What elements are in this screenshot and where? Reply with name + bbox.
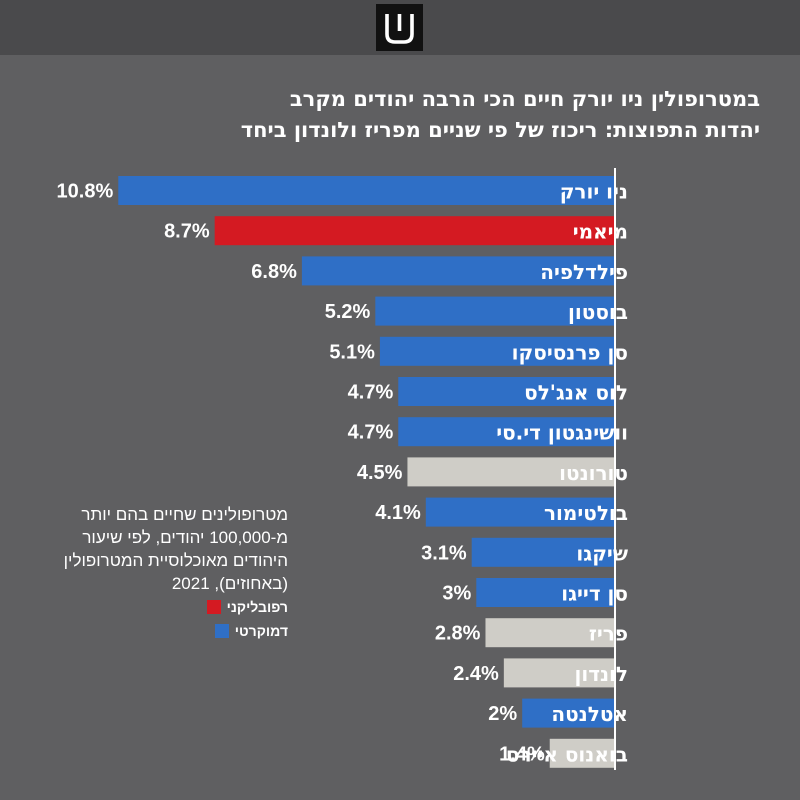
value-label-1: 8.7% bbox=[164, 221, 210, 243]
bar-10 bbox=[476, 578, 614, 607]
bar-5 bbox=[398, 377, 614, 406]
category-label-13: אטלנטה bbox=[551, 702, 628, 726]
legend-swatch-democrat bbox=[214, 624, 229, 638]
category-label-7: טורונטו bbox=[559, 461, 628, 485]
bar-12 bbox=[503, 658, 614, 688]
value-label-13: 2% bbox=[488, 703, 517, 725]
value-label-0: 10.8% bbox=[57, 181, 114, 203]
bar-14 bbox=[549, 738, 614, 768]
legend-label-republican: רפובליקני bbox=[226, 599, 288, 615]
chart-title: במטרופולין ניו יורק חיים הכי הרבה יהודים… bbox=[40, 84, 760, 146]
legend-description: מטרופולינים שחיים בהם יותר מ-100,000 יהו… bbox=[63, 505, 288, 593]
bar-1 bbox=[214, 216, 615, 246]
top-bar bbox=[0, 0, 800, 55]
category-label-3: בוסטון bbox=[568, 300, 628, 324]
bar-0 bbox=[118, 176, 614, 205]
category-label-9: שיקגו bbox=[576, 541, 628, 565]
value-label-12: 2.4% bbox=[453, 663, 499, 685]
bar-4 bbox=[379, 336, 614, 366]
value-label-8: 4.1% bbox=[375, 502, 421, 524]
value-label-7: 4.5% bbox=[357, 462, 403, 484]
legend-label-democrat: דמוקרטי bbox=[234, 623, 288, 639]
value-label-2: 6.8% bbox=[251, 261, 297, 283]
value-label-14: 1.4% bbox=[499, 743, 545, 765]
bar-3 bbox=[375, 296, 614, 326]
chart-title-line-1: במטרופולין ניו יורק חיים הכי הרבה יהודים… bbox=[289, 87, 760, 111]
category-label-4: סן פרנסיסקו bbox=[512, 340, 628, 364]
value-label-6: 4.7% bbox=[348, 422, 394, 444]
bar-6 bbox=[398, 417, 614, 447]
value-label-10: 3% bbox=[442, 583, 471, 605]
bar-9 bbox=[471, 537, 614, 567]
category-label-12: לונדון bbox=[574, 662, 628, 686]
category-label-10: סן דייגו bbox=[561, 582, 628, 606]
bar-2 bbox=[301, 256, 614, 286]
category-label-2: פילדלפיה bbox=[540, 260, 628, 284]
chart-title-line-2: יהדות התפוצות: ריכוז של פי שניים מפריז ו… bbox=[240, 118, 760, 142]
bar-8 bbox=[425, 497, 614, 527]
category-label-11: פריז bbox=[589, 622, 628, 646]
haaretz-shin-logo-icon[interactable] bbox=[376, 4, 423, 51]
category-label-6: וושינגטון די.סי bbox=[496, 421, 628, 445]
legend-item-democrat: דמוקרטי bbox=[48, 619, 288, 643]
bar-7 bbox=[407, 457, 614, 487]
legend-swatch-republican bbox=[206, 600, 221, 614]
bar-11 bbox=[485, 618, 614, 648]
legend-item-republican: רפובליקני bbox=[48, 595, 288, 619]
category-label-1: מיאמי bbox=[573, 220, 628, 244]
value-label-11: 2.8% bbox=[435, 623, 481, 645]
category-label-0: ניו יורק bbox=[560, 180, 628, 204]
value-label-9: 3.1% bbox=[421, 542, 467, 564]
value-label-3: 5.2% bbox=[325, 301, 371, 323]
value-label-4: 5.1% bbox=[329, 341, 375, 363]
bar-13 bbox=[522, 698, 614, 728]
value-label-5: 4.7% bbox=[348, 382, 394, 404]
legend: מטרופולינים שחיים בהם יותר מ-100,000 יהו… bbox=[48, 503, 288, 643]
category-label-14: בואנוס איירס bbox=[506, 742, 628, 766]
category-label-8: בולטימור bbox=[544, 501, 628, 525]
category-label-5: לוס אנג'לס bbox=[524, 381, 628, 405]
